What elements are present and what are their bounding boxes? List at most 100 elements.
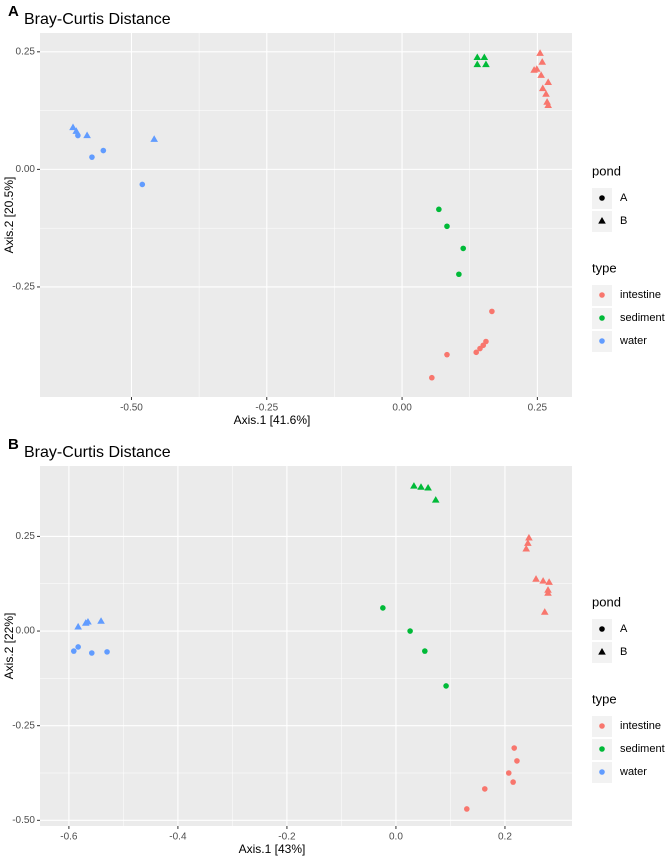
x-tick-label: -0.50 [120,403,143,414]
y-tick-label: -0.25 [12,282,35,293]
circle-point [477,345,483,352]
triangle-point [524,539,532,546]
circle-point [599,292,605,298]
triangle-point [538,84,547,92]
triangle-point [598,648,606,655]
x-tick-label: 0.0 [389,832,403,843]
circle-point [505,770,512,776]
triangle-point [537,71,545,78]
triangle-point [530,66,538,73]
x-axis-label: Axis.1 [41.6%] [234,413,311,427]
y-tick-label: 0.00 [16,626,36,637]
circle-point [599,723,605,729]
x-tick-label: -0.25 [255,403,278,414]
plot-background [40,33,572,397]
triangle-point [536,49,544,56]
circle-point [599,746,605,752]
triangle-point [544,78,552,85]
circle-point [104,649,110,655]
triangle-point [431,496,440,503]
circle-point [511,745,518,751]
y-axis-label: Axis.2 [22%] [2,613,16,680]
circle-point [599,195,605,201]
triangle-point [525,533,533,541]
panel: A Bray-Curtis Distance -0.50 -0.25 0.00 0.25 -… [2,3,664,427]
legend-label: B [620,646,627,658]
circle-point [89,154,95,160]
circle-point [443,683,449,689]
circle-point [422,648,428,654]
circle-point [407,628,413,634]
triangle-point [72,127,81,134]
triangle-point [598,217,606,224]
circle-point [444,223,450,230]
circle-point [436,206,442,213]
legend-label: water [619,766,647,778]
legend-label: B [620,215,627,227]
x-tick-label: -0.4 [169,832,187,843]
x-tick-label: 0.25 [528,403,548,414]
legend-title: type [592,260,617,275]
chart-title: Bray-Curtis Distance [24,444,171,461]
triangle-point [538,58,547,65]
circle-point [463,806,470,812]
triangle-point [542,90,550,97]
y-axis-label: Axis.2 [20.5%] [2,177,16,254]
triangle-point [150,135,158,142]
chart-title: Bray-Curtis Distance [24,11,171,28]
legend-title: pond [592,594,621,609]
triangle-point [417,483,425,490]
triangle-point [522,544,531,552]
x-tick-label: 0.00 [392,403,412,414]
legend-label: water [619,335,647,347]
triangle-point [545,578,553,585]
legend-label: A [620,192,628,204]
circle-point [70,648,77,654]
triangle-point [544,589,552,596]
triangle-point [532,575,540,582]
legend-title: type [592,691,617,706]
circle-point [473,349,480,356]
triangle-point [97,617,105,624]
circle-point [599,769,605,775]
triangle-point [540,608,549,615]
triangle-point [544,101,552,109]
circle-point [75,132,81,139]
triangle-point [84,617,92,625]
circle-point [599,338,605,344]
plot-background [40,466,572,826]
legend-title: pond [592,163,621,178]
legend-label: intestine [620,289,661,301]
triangle-point [410,482,418,489]
y-tick-label: -0.25 [12,720,35,731]
y-tick-label: 0.25 [16,531,36,542]
triangle-point [473,60,482,68]
y-tick-label: 0.00 [16,164,36,175]
triangle-point [480,53,489,61]
triangle-point [83,131,91,139]
y-tick-label: 0.25 [16,46,36,57]
panel-label: B [8,436,19,453]
circle-point [444,351,450,358]
x-tick-label: 0.2 [498,832,512,843]
circle-point [380,605,386,611]
circle-point [88,650,95,656]
triangle-point [424,483,432,491]
legend-label: sediment [620,743,665,755]
triangle-point [69,123,77,131]
x-tick-label: -0.6 [60,832,78,843]
legend-label: A [620,623,628,635]
circle-point [514,758,520,764]
circle-point [139,181,146,188]
triangle-point [482,60,490,68]
circle-point [489,308,495,315]
x-tick-label: -0.2 [278,832,296,843]
circle-point [599,315,605,321]
circle-point [429,374,435,381]
y-tick-label: -0.50 [12,815,35,826]
panel: B Bray-Curtis Distance -0.6 -0.4 -0.2 0.0 0.2 -… [2,436,664,856]
circle-point [456,271,462,278]
circle-point [460,245,467,252]
triangle-point [473,53,482,61]
